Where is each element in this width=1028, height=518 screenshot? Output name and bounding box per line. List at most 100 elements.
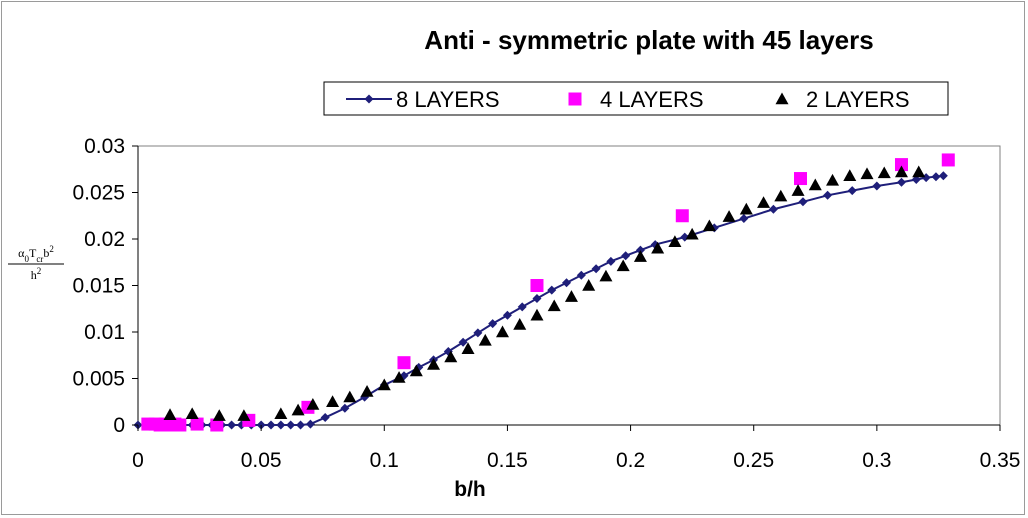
data-point — [173, 418, 187, 432]
x-tick-label: 0 — [132, 449, 144, 472]
data-point — [458, 337, 468, 347]
data-point — [502, 310, 512, 320]
data-point — [794, 172, 808, 186]
data-point — [547, 285, 557, 295]
y-axis: 0 0.005 0.01 0.015 0.02 0.025 0.03 — [72, 135, 138, 437]
x-axis-label: b/h — [454, 478, 486, 501]
data-point — [774, 189, 788, 202]
data-point — [941, 153, 955, 167]
y-tick-label: 0.015 — [72, 275, 125, 298]
data-point — [343, 390, 357, 403]
data-point — [606, 256, 616, 266]
x-tick-label: 0.05 — [241, 449, 282, 472]
data-point — [296, 420, 306, 430]
data-point — [185, 407, 199, 420]
chart-title: Anti - symmetric plate with 45 layers — [424, 25, 873, 55]
data-point — [599, 269, 613, 282]
data-point — [478, 333, 492, 346]
y-tick-label: 0.01 — [84, 321, 125, 344]
data-point — [722, 210, 736, 222]
data-point — [305, 419, 315, 429]
y-axis-label-part: 2 — [37, 266, 42, 276]
y-axis-label-part: T — [29, 246, 37, 260]
data-point — [877, 166, 891, 179]
x-tick-label: 0.35 — [980, 449, 1021, 472]
data-point — [227, 420, 237, 430]
data-point — [488, 319, 498, 329]
data-point — [591, 264, 601, 274]
data-point — [896, 177, 906, 187]
x-tick-label: 0.15 — [487, 449, 528, 472]
series-1 — [141, 153, 955, 432]
legend-marker — [364, 94, 374, 104]
data-point — [860, 167, 874, 180]
data-point — [621, 251, 631, 261]
data-point — [212, 409, 226, 421]
data-point — [635, 245, 645, 255]
data-point — [739, 214, 749, 224]
data-point — [286, 420, 296, 430]
legend-label: 2 LAYERS — [806, 87, 910, 112]
data-point — [237, 409, 251, 421]
legend-box — [323, 81, 949, 116]
data-point — [931, 172, 941, 182]
data-point — [397, 356, 411, 370]
data-point — [547, 299, 561, 312]
data-point — [461, 342, 475, 354]
data-point — [757, 196, 771, 208]
y-axis-label-denominator: h2 — [31, 266, 42, 282]
y-tick-label: 0.02 — [84, 228, 125, 251]
data-point — [513, 318, 527, 330]
plot-area — [133, 145, 1001, 432]
data-point — [912, 165, 926, 178]
data-point — [274, 407, 288, 420]
data-point — [768, 204, 778, 214]
data-point — [739, 202, 753, 215]
y-axis-label-part: b — [43, 246, 49, 260]
y-axis-label-part: α — [18, 246, 25, 260]
y-axis-label-part: h — [31, 268, 37, 282]
y-tick-label: 0.005 — [72, 368, 125, 391]
y-axis-label-part: cr — [36, 254, 43, 264]
series-2 — [163, 165, 926, 421]
series-0 — [133, 171, 948, 430]
data-point — [163, 408, 177, 420]
data-point — [798, 197, 808, 207]
legend-label: 4 LAYERS — [600, 87, 704, 112]
data-point — [808, 178, 822, 191]
data-point — [360, 385, 374, 397]
data-point — [326, 395, 340, 407]
y-axis-label-part: 2 — [49, 244, 54, 254]
x-tick-label: 0.1 — [370, 449, 399, 472]
data-point — [530, 279, 544, 292]
y-axis-label-numerator: α0Tcrb2 — [18, 244, 54, 264]
data-point — [843, 169, 857, 181]
data-point — [616, 259, 630, 272]
y-tick-label: 0.03 — [84, 135, 125, 158]
data-point — [266, 420, 276, 430]
series-line — [138, 174, 944, 426]
y-tick-label: 0 — [113, 414, 125, 437]
data-point — [190, 417, 204, 431]
legend: 8 LAYERS 4 LAYERS 2 LAYERS — [323, 81, 949, 116]
data-point — [651, 241, 665, 254]
y-axis-label-part: 0 — [24, 254, 29, 264]
data-point — [872, 181, 882, 191]
data-point — [576, 270, 586, 280]
legend-marker — [775, 92, 789, 105]
data-point — [633, 250, 647, 262]
data-point — [564, 290, 578, 302]
data-point — [894, 165, 908, 178]
data-point — [823, 190, 833, 200]
legend-marker — [568, 92, 582, 106]
data-point — [276, 420, 286, 430]
x-tick-label: 0.3 — [862, 449, 891, 472]
data-point — [702, 219, 716, 232]
data-point — [532, 294, 542, 304]
data-point — [427, 358, 441, 370]
data-point — [668, 235, 682, 247]
data-point — [392, 371, 406, 383]
data-point — [938, 171, 948, 181]
